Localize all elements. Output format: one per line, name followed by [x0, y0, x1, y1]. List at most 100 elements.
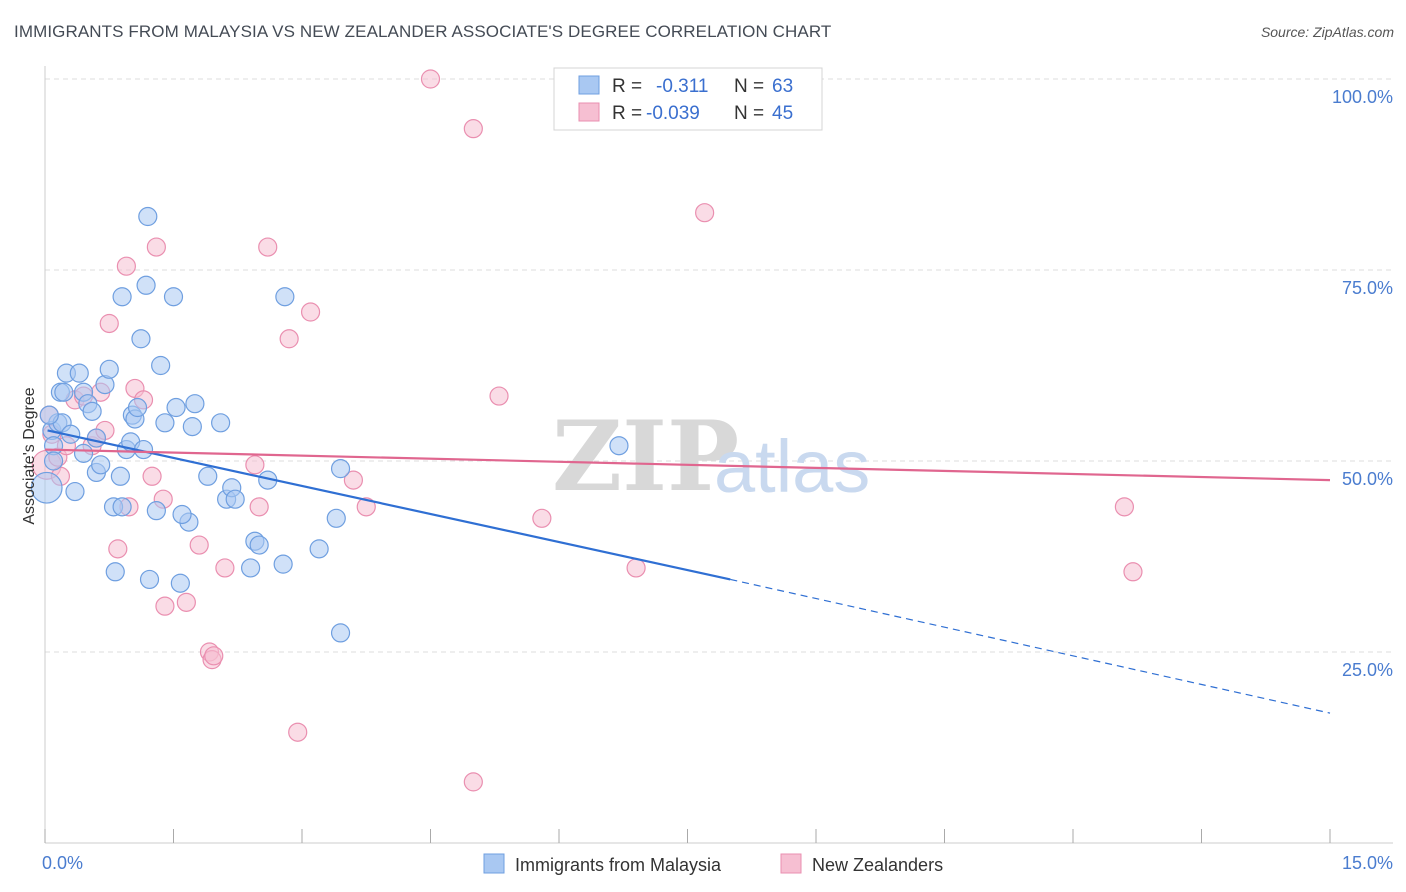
- x-tick-label: 0.0%: [42, 853, 83, 873]
- new-zealander-point: [343, 470, 363, 490]
- bottom-legend-swatch-blue: [483, 853, 505, 874]
- malaysia-point: [65, 481, 85, 502]
- new-zealander-point: [626, 558, 646, 578]
- malaysia-point: [249, 535, 269, 555]
- new-zealander-point: [489, 386, 509, 406]
- malaysia-point: [330, 459, 351, 479]
- y-tick-label: 50.0%: [1342, 469, 1393, 489]
- new-zealander-point: [204, 646, 224, 666]
- legend-r-label: R =: [612, 76, 647, 97]
- malaysia-point: [99, 359, 119, 379]
- malaysia-point: [138, 206, 158, 227]
- malaysia-point: [326, 508, 346, 528]
- watermark-zip: ZIP: [552, 400, 739, 513]
- malaysia-point: [112, 287, 132, 307]
- malaysia-point: [110, 466, 130, 486]
- new-zealander-point: [463, 772, 483, 792]
- trend-lines: [44, 429, 1331, 714]
- new-zealander-point: [215, 558, 235, 578]
- new-zealander-point: [1123, 562, 1143, 582]
- y-tick-label: 100.0%: [1332, 87, 1393, 107]
- malaysia-point: [225, 489, 245, 509]
- legend-r-value: -0.039: [646, 103, 700, 124]
- malaysia-point: [198, 466, 218, 486]
- legend-swatch-pink: [578, 102, 600, 122]
- new-zealander-point: [189, 535, 209, 555]
- malaysia-point: [127, 397, 148, 418]
- malaysia-point: [170, 573, 190, 593]
- new-zealander-point: [300, 302, 321, 322]
- legend-n-value: 63: [772, 76, 793, 97]
- bottom-legend: Immigrants from Malaysia New Zealanders: [483, 853, 943, 875]
- legend-swatch-blue: [578, 75, 600, 95]
- new-zealander-point: [532, 508, 552, 528]
- new-zealander-point: [695, 203, 715, 223]
- malaysia-point: [275, 287, 295, 307]
- malaysia-point: [155, 413, 175, 433]
- new-zealander-point: [356, 497, 376, 517]
- malaysia-point: [39, 405, 59, 425]
- new-zealander-point: [245, 455, 265, 475]
- bottom-legend-label-blue: Immigrants from Malaysia: [515, 855, 722, 875]
- malaysia-point: [112, 497, 132, 517]
- new-zealander-point: [463, 119, 483, 139]
- malaysia-point: [273, 554, 293, 574]
- malaysia-point: [185, 394, 205, 414]
- new-zealander-point: [288, 722, 308, 742]
- new-zealander-point: [249, 497, 269, 517]
- y-axis-label: Associate's Degree: [21, 387, 38, 524]
- watermark: ZIP atlas: [552, 400, 870, 513]
- malaysia-point: [86, 428, 107, 448]
- malaysia-point: [146, 501, 166, 521]
- malaysia-point: [82, 401, 102, 421]
- malaysia-point: [69, 363, 89, 383]
- legend-n-value: 45: [772, 103, 793, 124]
- tick-labels: 25.0% 50.0% 75.0% 100.0% 0.0% 15.0%: [42, 87, 1393, 873]
- svg-text:R = -0.311 N =: R = -0.311 N = 63: [612, 76, 793, 97]
- new-zealander-point: [258, 237, 278, 257]
- new-zealander-point: [116, 256, 136, 276]
- malaysia-point: [330, 623, 351, 643]
- new-zealander-trend-line: [44, 448, 1331, 482]
- legend-r-value: -0.311: [656, 76, 708, 97]
- bottom-legend-swatch-pink: [780, 853, 802, 874]
- malaysia-point: [309, 539, 329, 559]
- malaysia-point: [54, 382, 74, 402]
- malaysia-point: [131, 329, 151, 349]
- malaysia-point: [43, 451, 64, 471]
- chart-source: Source: ZipAtlas.com: [1260, 24, 1394, 40]
- new-zealander-point: [1114, 497, 1135, 517]
- x-tick-label: 15.0%: [1342, 853, 1393, 873]
- new-zealander-point: [420, 69, 441, 89]
- new-zealander-point: [99, 313, 119, 334]
- malaysia-point: [163, 287, 184, 307]
- new-zealander-point: [146, 237, 166, 257]
- series-immigrants-from-malaysia: [30, 206, 629, 643]
- malaysia-point: [136, 275, 156, 295]
- chart-title: IMMIGRANTS FROM MALAYSIA VS NEW ZEALANDE…: [14, 22, 832, 41]
- new-zealander-point: [176, 592, 196, 612]
- stats-legend: R = -0.311 N = 63 R = -0.039 N = 45: [553, 67, 823, 131]
- malaysia-point: [105, 562, 125, 582]
- malaysia-point: [73, 443, 94, 463]
- malaysia-point: [166, 397, 186, 418]
- malaysia-point: [211, 413, 231, 433]
- malaysia-trend-line: [47, 429, 731, 581]
- malaysia-point: [91, 455, 111, 475]
- new-zealander-point: [142, 466, 162, 486]
- malaysia-trend-line-dashed: [730, 578, 1331, 714]
- y-tick-label: 25.0%: [1342, 660, 1393, 680]
- malaysia-point: [609, 436, 629, 456]
- malaysia-point: [241, 558, 261, 578]
- legend-n-label: N =: [734, 103, 769, 124]
- new-zealander-point: [279, 329, 299, 349]
- bottom-legend-label-pink: New Zealanders: [812, 855, 943, 875]
- new-zealander-point: [155, 596, 175, 616]
- new-zealander-point: [108, 539, 128, 559]
- malaysia-point: [151, 355, 171, 376]
- malaysia-point: [139, 569, 160, 590]
- malaysia-point: [172, 504, 192, 525]
- malaysia-point: [30, 471, 63, 504]
- svg-text:R = -0.039 N =: R = -0.039 N = 45: [612, 103, 793, 124]
